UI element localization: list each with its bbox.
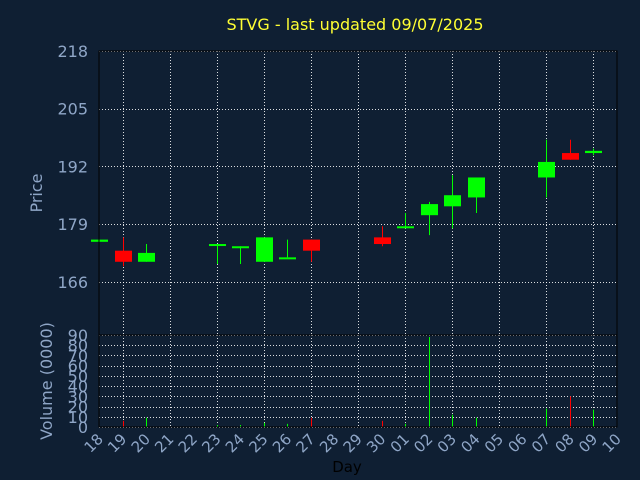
candle-body xyxy=(256,237,273,262)
x-tick-label: 22 xyxy=(175,430,201,456)
candle xyxy=(585,148,602,156)
candle xyxy=(256,237,273,262)
x-tick-label: 28 xyxy=(316,430,342,456)
x-tick-label: 20 xyxy=(128,430,154,456)
volume-tick-label: 50 xyxy=(68,367,88,386)
price-axis-label: Price xyxy=(27,173,46,212)
x-tick-label: 05 xyxy=(481,430,507,456)
x-tick-label: 25 xyxy=(245,430,271,456)
candle xyxy=(421,201,438,236)
candle xyxy=(115,237,132,267)
price-tick-label: 218 xyxy=(57,42,88,61)
x-tick-label: 10 xyxy=(599,430,625,456)
price-tick-label: 166 xyxy=(57,273,88,292)
x-tick-label: 24 xyxy=(222,430,248,456)
candle xyxy=(444,175,461,229)
candle-body xyxy=(421,204,438,216)
candles xyxy=(91,139,602,267)
candle xyxy=(209,244,226,264)
x-tick-label: 26 xyxy=(269,430,295,456)
candle-body xyxy=(209,244,226,247)
price-tick-label: 192 xyxy=(57,157,88,176)
volume-tick-label: 60 xyxy=(68,357,88,376)
candle-body xyxy=(232,246,249,249)
volume-grid xyxy=(99,335,617,428)
candle xyxy=(397,212,414,229)
x-ticks: 1819202122232425262728293001020304050607… xyxy=(81,430,625,456)
candle xyxy=(232,246,249,264)
x-tick-label: 29 xyxy=(340,430,366,456)
x-tick-label: 19 xyxy=(104,430,130,456)
volume-tick-label: 20 xyxy=(68,398,88,417)
candle-body xyxy=(397,226,414,229)
candle-body xyxy=(538,161,555,178)
candle xyxy=(279,239,296,260)
volume-axis-label: Volume (0000) xyxy=(37,322,56,440)
volume-tick-label: 10 xyxy=(68,408,88,427)
candle xyxy=(303,239,320,262)
volume-tick-label: 40 xyxy=(68,377,88,396)
volume-bars xyxy=(123,337,594,427)
volume-panel-frame xyxy=(98,334,618,428)
price-tick-label: 179 xyxy=(57,215,88,234)
volume-tick-label: 0 xyxy=(78,418,88,437)
candle-body xyxy=(585,150,602,154)
candle-body xyxy=(279,257,296,260)
candle-body xyxy=(562,153,579,160)
x-tick-label: 27 xyxy=(293,430,319,456)
volume-tick-label: 70 xyxy=(68,346,88,365)
candle-body xyxy=(468,177,485,198)
x-tick-label: 07 xyxy=(528,430,554,456)
chart-title: STVG - last updated 09/07/2025 xyxy=(227,15,484,34)
x-tick-label: 03 xyxy=(434,430,460,456)
x-tick-label: 06 xyxy=(504,430,530,456)
volume-tick-label: 80 xyxy=(68,336,88,355)
candle xyxy=(468,177,485,213)
x-tick-label: 02 xyxy=(410,430,436,456)
x-axis-label: Day xyxy=(332,458,362,476)
x-tick-label: 01 xyxy=(387,430,413,456)
x-tick-label: 08 xyxy=(552,430,578,456)
candle xyxy=(138,244,155,262)
candle-body xyxy=(138,252,155,262)
candle-body xyxy=(374,237,391,245)
price-y-ticks: 166 179 192 205 218 xyxy=(57,42,88,292)
x-tick-label: 09 xyxy=(575,430,601,456)
x-tick-label: 21 xyxy=(151,430,177,456)
volume-tick-label: 90 xyxy=(68,326,88,345)
x-tick-label: 23 xyxy=(198,430,224,456)
price-tick-label: 205 xyxy=(57,100,88,119)
candle-body xyxy=(115,250,132,262)
candle xyxy=(538,139,555,198)
price-grid xyxy=(99,51,617,335)
candle xyxy=(374,226,391,247)
candle xyxy=(562,139,579,160)
x-tick-label: 30 xyxy=(363,430,389,456)
volume-tick-label: 30 xyxy=(68,387,88,406)
x-tick-label: 04 xyxy=(457,430,483,456)
candle-body xyxy=(444,195,461,207)
candle-body xyxy=(303,239,320,251)
